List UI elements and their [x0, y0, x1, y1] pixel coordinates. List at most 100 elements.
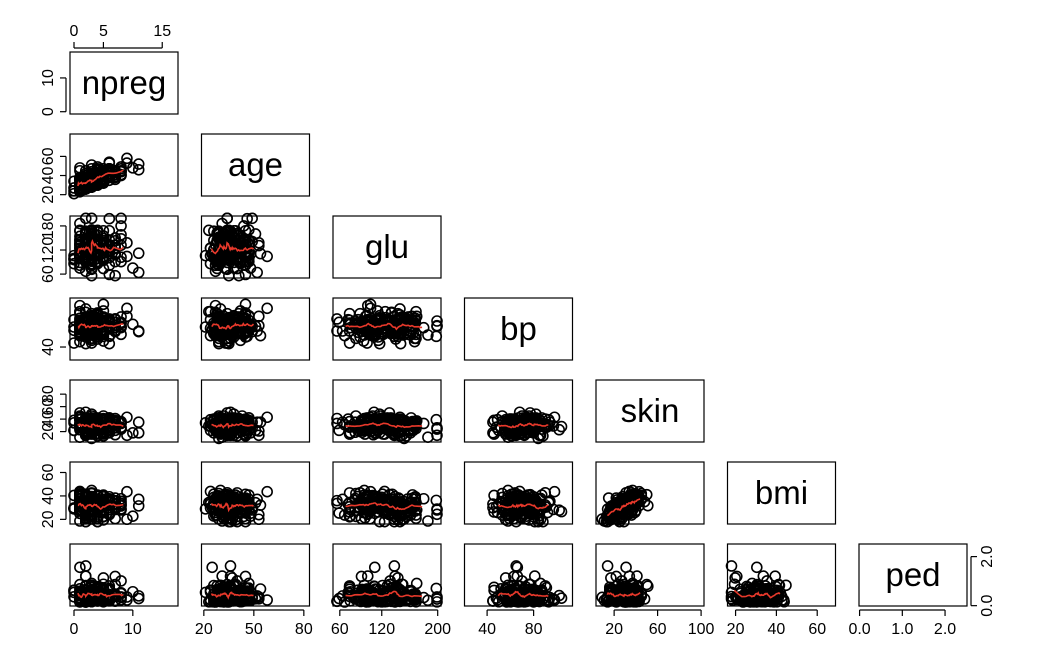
- data-point: [68, 424, 80, 437]
- data-point: [97, 311, 110, 323]
- tick-label: 100: [688, 621, 715, 638]
- data-point: [392, 492, 405, 504]
- data-point: [121, 302, 133, 315]
- data-point: [79, 560, 92, 572]
- data-point: [261, 250, 273, 263]
- panel-box: [332, 379, 442, 443]
- data-point: [213, 233, 225, 245]
- data-point: [103, 416, 116, 429]
- panel-box: [332, 215, 442, 279]
- panel-box: [595, 379, 705, 443]
- panel-box: [463, 297, 574, 361]
- scatter-panel-skin-vs-age: [199, 379, 311, 445]
- data-point: [127, 427, 139, 439]
- data-point: [532, 515, 545, 528]
- diagonal-panel-ped: ped: [858, 543, 968, 607]
- data-point: [132, 416, 145, 429]
- data-point: [742, 589, 755, 601]
- scatter-panel-glu-vs-age: [199, 212, 311, 282]
- data-point: [132, 427, 145, 439]
- data-point: [392, 313, 404, 325]
- data-point: [261, 594, 273, 606]
- data-point: [239, 428, 252, 441]
- tick-label: 10: [124, 621, 142, 638]
- scatter-panel-bmi-vs-bp: [463, 461, 574, 528]
- diagonal-panel-skin: skin: [595, 379, 705, 443]
- data-point: [254, 499, 267, 511]
- data-point: [632, 580, 644, 592]
- data-point: [224, 495, 237, 507]
- data-point: [349, 416, 361, 429]
- tick-label: 40: [40, 167, 57, 185]
- data-point: [751, 561, 763, 574]
- data-point: [121, 250, 133, 263]
- data-point: [103, 317, 116, 329]
- data-point: [74, 299, 86, 312]
- scatter-panel-bmi-vs-age: [199, 461, 311, 528]
- data-point: [85, 212, 98, 225]
- data-point: [127, 318, 139, 331]
- data-point: [132, 158, 145, 170]
- data-point: [115, 575, 127, 587]
- data-point: [528, 586, 541, 599]
- panel-box: [69, 133, 179, 197]
- data-point: [103, 580, 116, 592]
- smoother-line: [77, 323, 124, 330]
- tick-label: 40: [40, 410, 57, 428]
- data-point: [602, 492, 615, 504]
- x-axis-age: 20 50 80: [195, 609, 313, 638]
- tick-label: 20: [727, 621, 745, 638]
- data-point: [103, 323, 116, 335]
- data-point: [68, 337, 80, 349]
- smoother-line: [211, 422, 254, 429]
- data-point: [97, 572, 110, 584]
- data-point: [109, 241, 121, 254]
- variable-label-glu: glu: [365, 228, 409, 265]
- data-point: [121, 310, 133, 323]
- tick-label: 2.0: [934, 621, 956, 638]
- data-point: [79, 225, 92, 237]
- data-point: [214, 427, 227, 440]
- data-point: [613, 586, 626, 599]
- data-point: [115, 232, 127, 245]
- data-point: [331, 595, 343, 607]
- diagonal-panel-bp: bp: [463, 297, 574, 361]
- data-point: [224, 560, 237, 572]
- data-point: [352, 313, 364, 326]
- panel-box: [69, 215, 179, 279]
- x-axis-ped: 0.0 1.0 2.0: [848, 609, 956, 638]
- data-point: [548, 411, 561, 424]
- data-point: [103, 164, 116, 177]
- data-point: [394, 337, 407, 350]
- data-point: [79, 313, 92, 326]
- tick-label: 20: [195, 621, 213, 638]
- data-point: [91, 503, 104, 515]
- data-point: [361, 570, 374, 582]
- variable-label-bmi: bmi: [755, 474, 808, 511]
- data-point: [368, 561, 381, 574]
- data-point: [74, 593, 86, 605]
- tick-label: 0: [40, 107, 57, 116]
- data-point: [431, 315, 443, 327]
- data-point: [254, 247, 267, 260]
- data-point: [605, 500, 617, 513]
- data-point: [68, 257, 80, 270]
- data-point: [331, 412, 343, 425]
- data-point: [85, 165, 98, 178]
- data-point: [777, 594, 790, 606]
- data-point: [121, 429, 133, 442]
- data-point: [127, 510, 139, 522]
- data-point: [350, 422, 362, 434]
- panel-box: [200, 379, 311, 443]
- data-point: [601, 560, 614, 572]
- x-axis-top-npreg: 0 5 15: [70, 23, 171, 49]
- tick-label: 40: [40, 338, 57, 356]
- data-point: [79, 337, 92, 350]
- data-point: [204, 313, 217, 326]
- data-point: [261, 411, 273, 424]
- data-point: [219, 226, 232, 238]
- data-point: [97, 298, 110, 311]
- data-point: [410, 577, 423, 590]
